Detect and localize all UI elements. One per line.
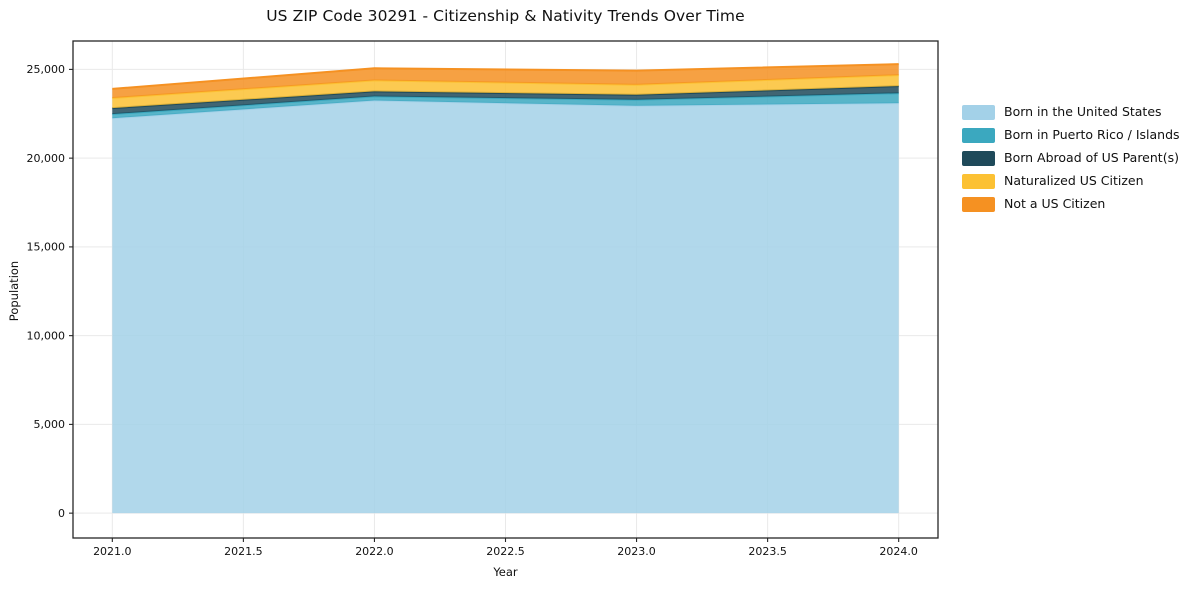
area-series-0 <box>112 99 899 514</box>
x-tick-label: 2022.0 <box>355 545 394 558</box>
x-axis-ticks: 2021.0 2021.5 2022.0 2022.5 2023.0 2023.5 2024… <box>93 538 918 558</box>
legend-label: Naturalized US Citizen <box>1004 173 1144 188</box>
x-tick-label: 2024.0 <box>879 545 918 558</box>
y-tick-label: 10,000 <box>27 329 66 342</box>
legend-swatch-icon <box>962 173 995 189</box>
legend-item-naturalized: Naturalized US Citizen <box>962 173 1180 189</box>
legend-label: Not a US Citizen <box>1004 196 1106 211</box>
x-axis-label: Year <box>493 565 518 579</box>
legend-item-born-in-us: Born in the United States <box>962 104 1180 120</box>
legend-swatch-icon <box>962 127 995 143</box>
y-tick-label: 25,000 <box>27 63 66 76</box>
legend-swatch-icon <box>962 150 995 166</box>
x-tick-label: 2022.5 <box>486 545 525 558</box>
y-axis-label: Population <box>7 260 21 322</box>
y-axis-ticks: 0 5,000 10,000 15,000 20,000 25,000 <box>27 63 73 520</box>
chart-title: US ZIP Code 30291 - Citizenship & Nativi… <box>266 7 745 25</box>
x-tick-label: 2023.5 <box>748 545 787 558</box>
x-tick-label: 2021.5 <box>224 545 263 558</box>
legend: Born in the United States Born in Puerto… <box>962 104 1180 212</box>
legend-label: Born in Puerto Rico / Islands <box>1004 127 1180 142</box>
y-tick-label: 5,000 <box>34 418 66 431</box>
legend-item-puerto-rico-islands: Born in Puerto Rico / Islands <box>962 127 1180 143</box>
x-tick-label: 2021.0 <box>93 545 132 558</box>
y-tick-label: 0 <box>58 507 65 520</box>
legend-swatch-icon <box>962 104 995 120</box>
legend-label: Born Abroad of US Parent(s) <box>1004 150 1179 165</box>
x-tick-label: 2023.0 <box>617 545 656 558</box>
y-tick-label: 15,000 <box>27 241 66 254</box>
area-series-4 <box>112 63 899 98</box>
legend-item-not-citizen: Not a US Citizen <box>962 196 1180 212</box>
legend-swatch-icon <box>962 196 995 212</box>
y-tick-label: 20,000 <box>27 152 66 165</box>
legend-item-born-abroad: Born Abroad of US Parent(s) <box>962 150 1180 166</box>
legend-label: Born in the United States <box>1004 104 1162 119</box>
